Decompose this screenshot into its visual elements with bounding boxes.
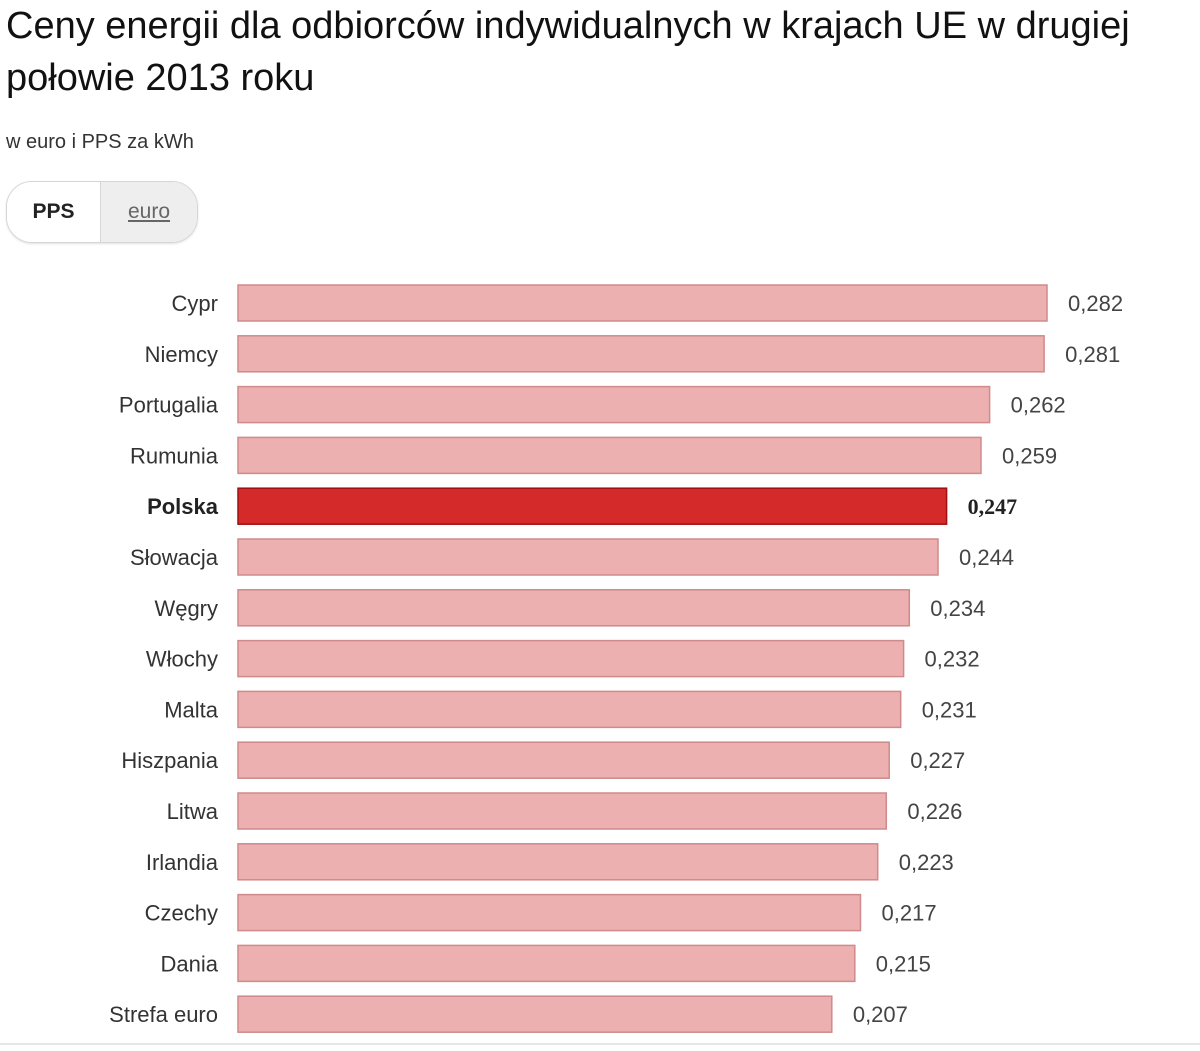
- value-label: 0,232: [925, 647, 980, 672]
- bottom-divider: [0, 1043, 1200, 1045]
- toggle-euro-button[interactable]: euro: [101, 182, 197, 242]
- value-label: 0,226: [907, 799, 962, 824]
- bar: [237, 284, 1048, 322]
- category-label: Litwa: [167, 799, 219, 824]
- bar: [237, 944, 856, 983]
- bar: [237, 792, 888, 830]
- category-label: Niemcy: [145, 342, 218, 367]
- category-label: Słowacja: [130, 545, 219, 570]
- bar: [237, 639, 905, 678]
- category-label: Czechy: [145, 901, 218, 926]
- toggle-pps-button[interactable]: PPS: [7, 182, 101, 242]
- category-label: Dania: [161, 951, 219, 976]
- value-label: 0,244: [959, 545, 1014, 570]
- category-label: Hiszpania: [121, 748, 218, 773]
- bar: [237, 995, 833, 1033]
- bar: [237, 335, 1045, 373]
- bar: [237, 741, 890, 779]
- bar: [237, 385, 991, 424]
- chart-subtitle: w euro i PPS za kWh: [6, 131, 194, 153]
- category-label: Polska: [147, 494, 219, 519]
- bar: [237, 436, 982, 475]
- bar-chart: Cypr 0,282 Niemcy 0,281 Portugalia 0,262 Rumun…: [109, 284, 1123, 1033]
- value-label: 0,223: [899, 850, 954, 875]
- category-label: Portugalia: [119, 393, 219, 418]
- bar: [237, 538, 939, 576]
- category-label: Cypr: [172, 291, 218, 316]
- category-label: Włochy: [146, 647, 218, 672]
- value-label: 0,234: [930, 596, 985, 621]
- value-label: 0,247: [968, 494, 1018, 519]
- chart-title: Ceny energii dla odbiorców indywidualnyc…: [6, 5, 1130, 99]
- value-label: 0,281: [1065, 342, 1120, 367]
- bar-highlighted: [237, 487, 948, 525]
- category-label: Rumunia: [130, 443, 219, 468]
- value-label: 0,207: [853, 1002, 908, 1027]
- value-label: 0,215: [876, 951, 931, 976]
- category-label: Malta: [164, 697, 219, 722]
- value-label: 0,259: [1002, 443, 1057, 468]
- bar: [237, 690, 902, 729]
- value-label: 0,227: [910, 748, 965, 773]
- category-label: Strefa euro: [109, 1002, 218, 1027]
- value-label: 0,282: [1068, 291, 1123, 316]
- category-label: Węgry: [154, 596, 218, 621]
- bar: [237, 893, 862, 932]
- value-label: 0,231: [922, 697, 977, 722]
- value-label: 0,262: [1011, 393, 1066, 418]
- value-label: 0,217: [882, 901, 937, 926]
- bar: [237, 589, 911, 627]
- unit-toggle: PPS euro: [6, 181, 198, 243]
- bar: [237, 843, 879, 881]
- category-label: Irlandia: [146, 850, 219, 875]
